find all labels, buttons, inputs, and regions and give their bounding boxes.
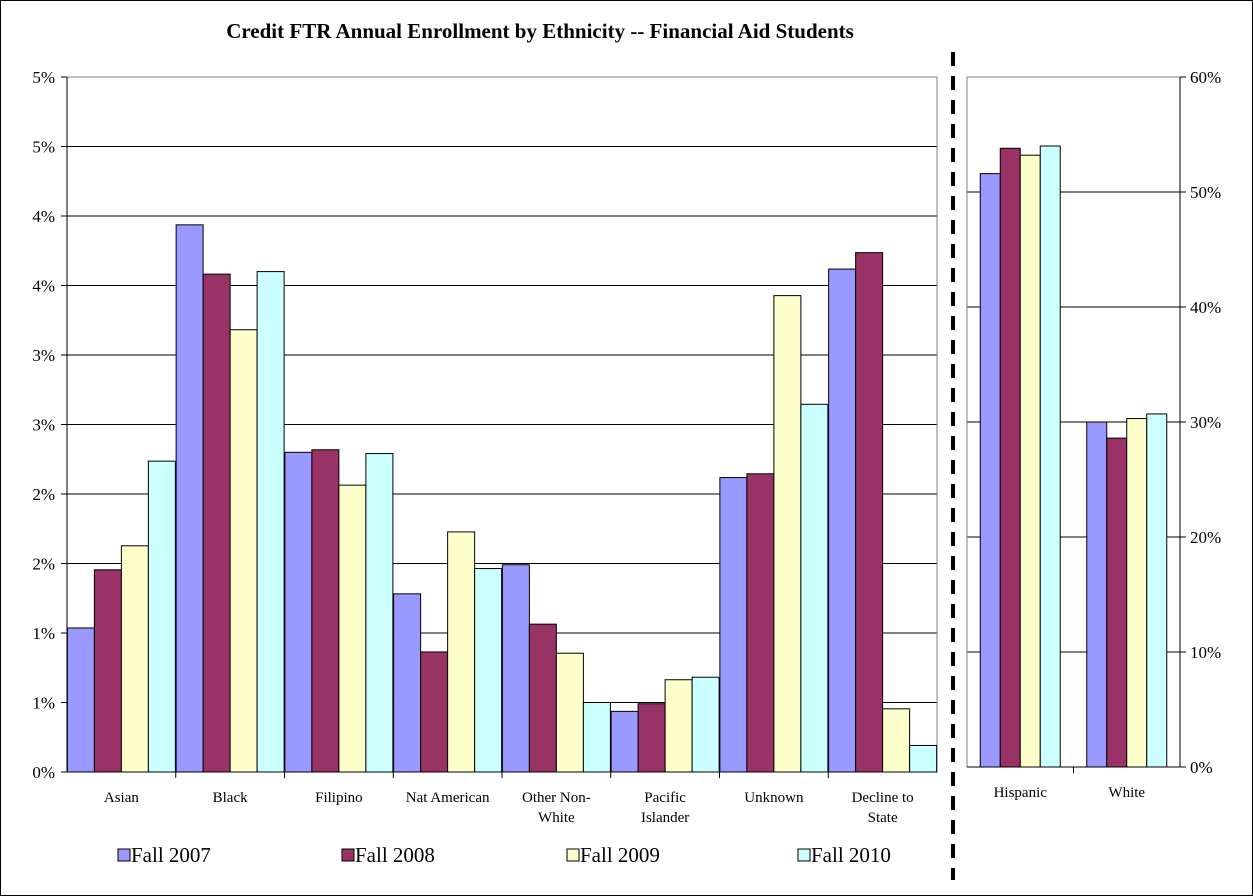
bar <box>447 531 476 773</box>
legend-swatch <box>566 848 580 862</box>
bar <box>1126 418 1148 768</box>
x-tick-label: State <box>868 810 898 826</box>
bar <box>528 623 557 773</box>
bar <box>979 173 1001 768</box>
y-tick-label: 2% <box>32 555 55 574</box>
bar <box>855 252 884 773</box>
x-tick-label: Nat American <box>406 790 490 806</box>
bar <box>1146 413 1168 768</box>
x-tick-label: Black <box>213 790 248 806</box>
bar <box>773 295 802 773</box>
bar <box>175 224 204 773</box>
bar <box>637 703 666 773</box>
x-tick-label: White <box>1108 785 1145 801</box>
x-tick-label: Decline to <box>852 790 914 806</box>
bar <box>501 564 530 773</box>
bar <box>311 449 340 773</box>
bar <box>1086 421 1108 768</box>
bar <box>800 403 829 773</box>
y-tick-label: 60% <box>1190 68 1221 87</box>
legend-label: Fall 2007 <box>131 843 211 867</box>
right-panel: 0% 10% 20% 30% 40% 50% 60% Hispanic White <box>966 68 1221 801</box>
legend-swatch <box>117 848 131 862</box>
bar <box>610 710 639 773</box>
legend-label: Fall 2008 <box>355 843 435 867</box>
bar <box>120 545 149 773</box>
bar <box>828 268 857 773</box>
y-tick-label: 10% <box>1190 643 1221 662</box>
bar <box>93 569 122 773</box>
x-tick-label: Other Non- <box>522 790 591 806</box>
bar <box>474 568 503 773</box>
legend-label: Fall 2010 <box>811 843 891 867</box>
x-tick-label: Unknown <box>744 790 804 806</box>
bar <box>719 477 748 773</box>
legend: Fall 2007 Fall 2008 Fall 2009 Fall 2010 <box>117 843 891 867</box>
bar <box>882 708 911 773</box>
y-tick-label: 1% <box>32 694 55 713</box>
y-tick-label: 30% <box>1190 413 1221 432</box>
y-tick-label: 50% <box>1190 183 1221 202</box>
bar <box>999 147 1021 768</box>
bar <box>582 702 611 773</box>
x-tick-label: Filipino <box>315 790 363 806</box>
bar <box>664 679 693 773</box>
x-tick-label: Asian <box>104 790 139 806</box>
bar <box>147 460 176 773</box>
bar <box>365 453 394 773</box>
y-tick-label: 4% <box>32 207 55 226</box>
bar <box>338 484 367 773</box>
bar <box>202 273 231 773</box>
x-tick-label: Pacific <box>644 790 686 806</box>
chart-title: Credit FTR Annual Enrollment by Ethnicit… <box>226 19 854 43</box>
bar <box>66 627 95 773</box>
legend-swatch <box>341 848 355 862</box>
legend-label: Fall 2009 <box>580 843 660 867</box>
bar <box>1019 154 1041 768</box>
bar <box>691 676 720 773</box>
x-tick-label: White <box>538 810 575 826</box>
legend-swatch <box>797 848 811 862</box>
left-panel: 0% 1% 1% 2% 2% 3% 3% 4% 4% 5% 5% Asian Black Filipino… <box>32 68 938 826</box>
bar <box>420 651 449 773</box>
y-tick-label: 1% <box>32 624 55 643</box>
bar <box>284 451 313 773</box>
y-tick-label: 20% <box>1190 528 1221 547</box>
y-tick-label: 2% <box>32 485 55 504</box>
y-tick-label: 3% <box>32 416 55 435</box>
bar <box>1039 145 1061 768</box>
bar <box>256 271 285 773</box>
x-tick-label: Islander <box>641 810 689 826</box>
y-tick-label: 3% <box>32 346 55 365</box>
bar <box>909 744 938 773</box>
bar <box>555 652 584 773</box>
y-tick-label: 5% <box>32 68 55 87</box>
y-tick-label: 0% <box>1190 758 1213 777</box>
bar <box>229 329 258 773</box>
bar <box>1106 437 1128 768</box>
bar <box>393 593 422 773</box>
y-tick-label: 40% <box>1190 298 1221 317</box>
y-tick-label: 0% <box>32 763 55 782</box>
x-tick-label: Hispanic <box>994 785 1048 801</box>
y-tick-label: 5% <box>32 138 55 157</box>
bar <box>746 473 775 773</box>
y-tick-label: 4% <box>32 277 55 296</box>
